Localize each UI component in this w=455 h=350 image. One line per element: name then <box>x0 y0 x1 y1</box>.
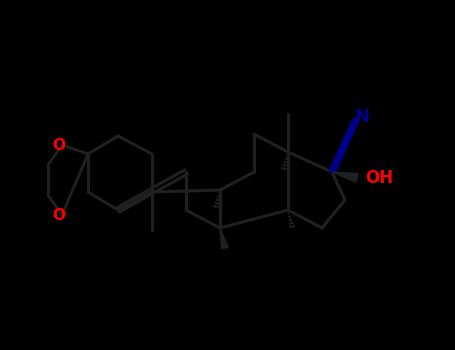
Polygon shape <box>220 228 228 249</box>
Text: O: O <box>52 208 66 223</box>
Text: O: O <box>52 138 66 153</box>
Text: OH: OH <box>365 169 393 187</box>
Polygon shape <box>332 172 358 182</box>
Text: N: N <box>354 108 369 126</box>
